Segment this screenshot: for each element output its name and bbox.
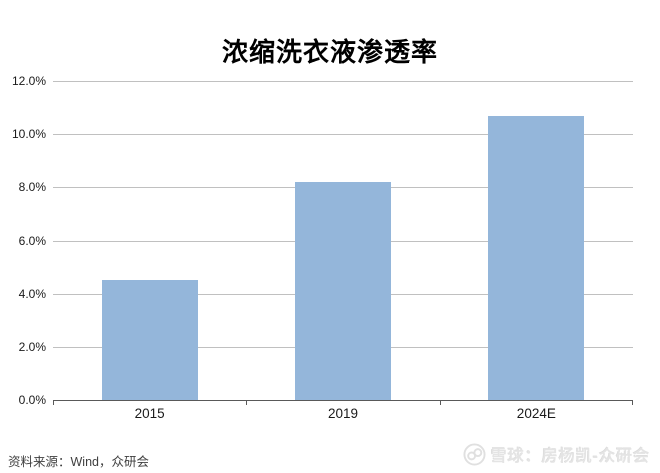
y-tick-label: 0.0% xyxy=(18,393,46,407)
x-axis-line xyxy=(53,400,633,401)
y-tick-label: 8.0% xyxy=(18,180,46,195)
chart-title: 浓缩洗衣液渗透率 xyxy=(221,37,438,67)
x-category-label: 2019 xyxy=(327,406,359,421)
y-tick-label: 6.0% xyxy=(18,233,46,248)
watermark-text: 雪球：房杨凯-众研会 xyxy=(490,448,650,465)
y-tick-label: 10.0% xyxy=(11,127,46,142)
gridline xyxy=(53,134,633,136)
plot-area xyxy=(53,81,633,405)
x-category-label: 2015 xyxy=(134,406,165,421)
watermark: 雪球：房杨凯-众研会 xyxy=(463,442,650,466)
xueqiu-snowball-logo-icon xyxy=(463,442,486,466)
bar-2024E xyxy=(488,115,585,400)
bar-2019 xyxy=(295,182,391,400)
x-axis-tick xyxy=(53,401,54,405)
gridline xyxy=(53,81,633,82)
x-axis-tick xyxy=(246,401,248,405)
y-axis-labels: 0.0% 2.0% 4.0% 6.0% 8.0% 10.0% 12.0% xyxy=(0,74,46,407)
x-category-label: 2024E xyxy=(516,406,556,421)
bar-2015 xyxy=(101,280,198,400)
source-note: 资料来源：Wind，众研会 xyxy=(8,455,149,469)
y-tick-label: 2.0% xyxy=(18,339,46,354)
y-tick-label: 12.0% xyxy=(11,74,46,88)
x-axis-tick xyxy=(632,401,633,405)
x-axis-labels: 2015 2019 2024E xyxy=(53,406,633,424)
x-axis-tick xyxy=(439,401,441,405)
y-tick-label: 4.0% xyxy=(18,286,46,301)
